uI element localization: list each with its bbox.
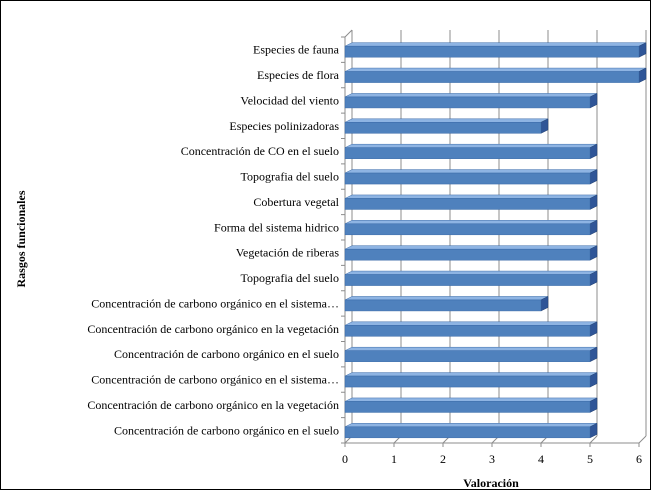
bar-top-face xyxy=(344,143,598,148)
bar-top-face xyxy=(344,194,598,199)
left-wall-top-edge xyxy=(344,29,353,38)
bar-top-face xyxy=(344,118,549,123)
bar-front-face xyxy=(344,401,591,413)
bar xyxy=(344,372,598,388)
x-axis-title: Valoración xyxy=(463,476,519,490)
bar-front-face xyxy=(344,71,640,83)
bar xyxy=(344,321,598,337)
bar xyxy=(344,245,598,261)
bar-top-face xyxy=(344,321,598,326)
bar-top-face xyxy=(344,245,598,250)
bar-front-face xyxy=(344,147,591,159)
category-label: Especies de fauna xyxy=(253,43,340,57)
x-tick-label: 1 xyxy=(391,452,397,466)
bar-front-face xyxy=(344,350,591,362)
category-label: Concentración de carbono orgánico en la … xyxy=(87,398,339,412)
category-label: Concentración de carbono orgánico en el … xyxy=(114,423,339,437)
x-tick-label: 0 xyxy=(342,452,348,466)
bar-top-face xyxy=(344,346,598,351)
bar-front-face xyxy=(344,299,542,312)
bar-top-face xyxy=(344,372,598,377)
category-label: Vegetación de riberas xyxy=(236,246,340,260)
bar xyxy=(344,296,549,312)
bar-front-face xyxy=(344,198,591,210)
bar xyxy=(344,219,598,236)
bar-front-face xyxy=(344,426,591,439)
bar-top-face xyxy=(344,270,598,275)
category-label: Concentración de carbono orgánico en el … xyxy=(91,373,339,387)
x-tick-label: 5 xyxy=(587,452,593,466)
x-tick-labels: 0 1 2 3 4 5 6 xyxy=(342,452,642,466)
category-label: Velocidad del viento xyxy=(240,93,339,107)
bar-front-face xyxy=(344,223,591,236)
bar-layer xyxy=(344,42,647,439)
bar-front-face xyxy=(344,325,591,337)
category-labels: Especies de fauna Especies de flora Veloci… xyxy=(87,43,339,438)
y-axis-title: Rasgos funcionales xyxy=(14,190,28,287)
bar xyxy=(344,397,598,413)
bar-top-face xyxy=(344,169,598,174)
bar-front-face xyxy=(344,122,542,134)
bar xyxy=(344,422,598,439)
category-label: Cobertura vegetal xyxy=(253,195,339,209)
bar-front-face xyxy=(344,96,591,109)
bar xyxy=(344,118,549,134)
bar-front-face xyxy=(344,375,591,388)
bar-top-face xyxy=(344,397,598,402)
category-label: Concentración de carbono orgánico en la … xyxy=(87,322,339,336)
bar-top-face xyxy=(344,67,647,72)
bar-top-face xyxy=(344,423,598,428)
floor-gridline xyxy=(638,435,647,444)
category-label: Concentración de carbono orgánico en el … xyxy=(91,296,339,310)
category-label: Especies de flora xyxy=(257,68,340,82)
bar xyxy=(344,42,647,58)
bar-front-face xyxy=(344,45,640,58)
x-tick-label: 3 xyxy=(489,452,495,466)
floor-gridline xyxy=(589,435,598,444)
bar-front-face xyxy=(344,172,591,185)
x-tick-label: 4 xyxy=(538,452,544,466)
category-label: Forma del sistema hidrico xyxy=(214,220,339,234)
bar xyxy=(344,93,598,109)
bar-top-face xyxy=(344,296,549,301)
category-label: Topografia del suelo xyxy=(241,271,339,285)
bar-front-face xyxy=(344,248,591,261)
bar xyxy=(344,67,647,83)
bar-front-face xyxy=(344,274,591,286)
category-label: Concentración de CO en el suelo xyxy=(181,144,339,158)
category-label: Concentración de carbono orgánico en el … xyxy=(114,347,339,361)
bar xyxy=(344,169,598,185)
category-label: Topografia del suelo xyxy=(241,170,339,184)
bar-top-face xyxy=(344,220,598,225)
bar xyxy=(344,194,598,210)
bar-top-face xyxy=(344,93,598,98)
x-tick-label: 6 xyxy=(636,452,642,466)
x-tick-label: 2 xyxy=(440,452,446,466)
bar xyxy=(344,270,598,286)
bar-top-face xyxy=(344,42,647,47)
bar xyxy=(344,143,598,160)
category-label: Especies polinizadoras xyxy=(229,119,339,133)
bar xyxy=(344,346,598,363)
